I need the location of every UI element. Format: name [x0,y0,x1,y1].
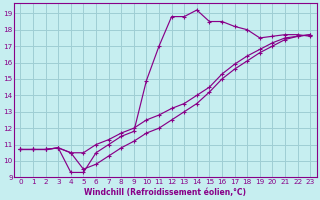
X-axis label: Windchill (Refroidissement éolien,°C): Windchill (Refroidissement éolien,°C) [84,188,246,197]
